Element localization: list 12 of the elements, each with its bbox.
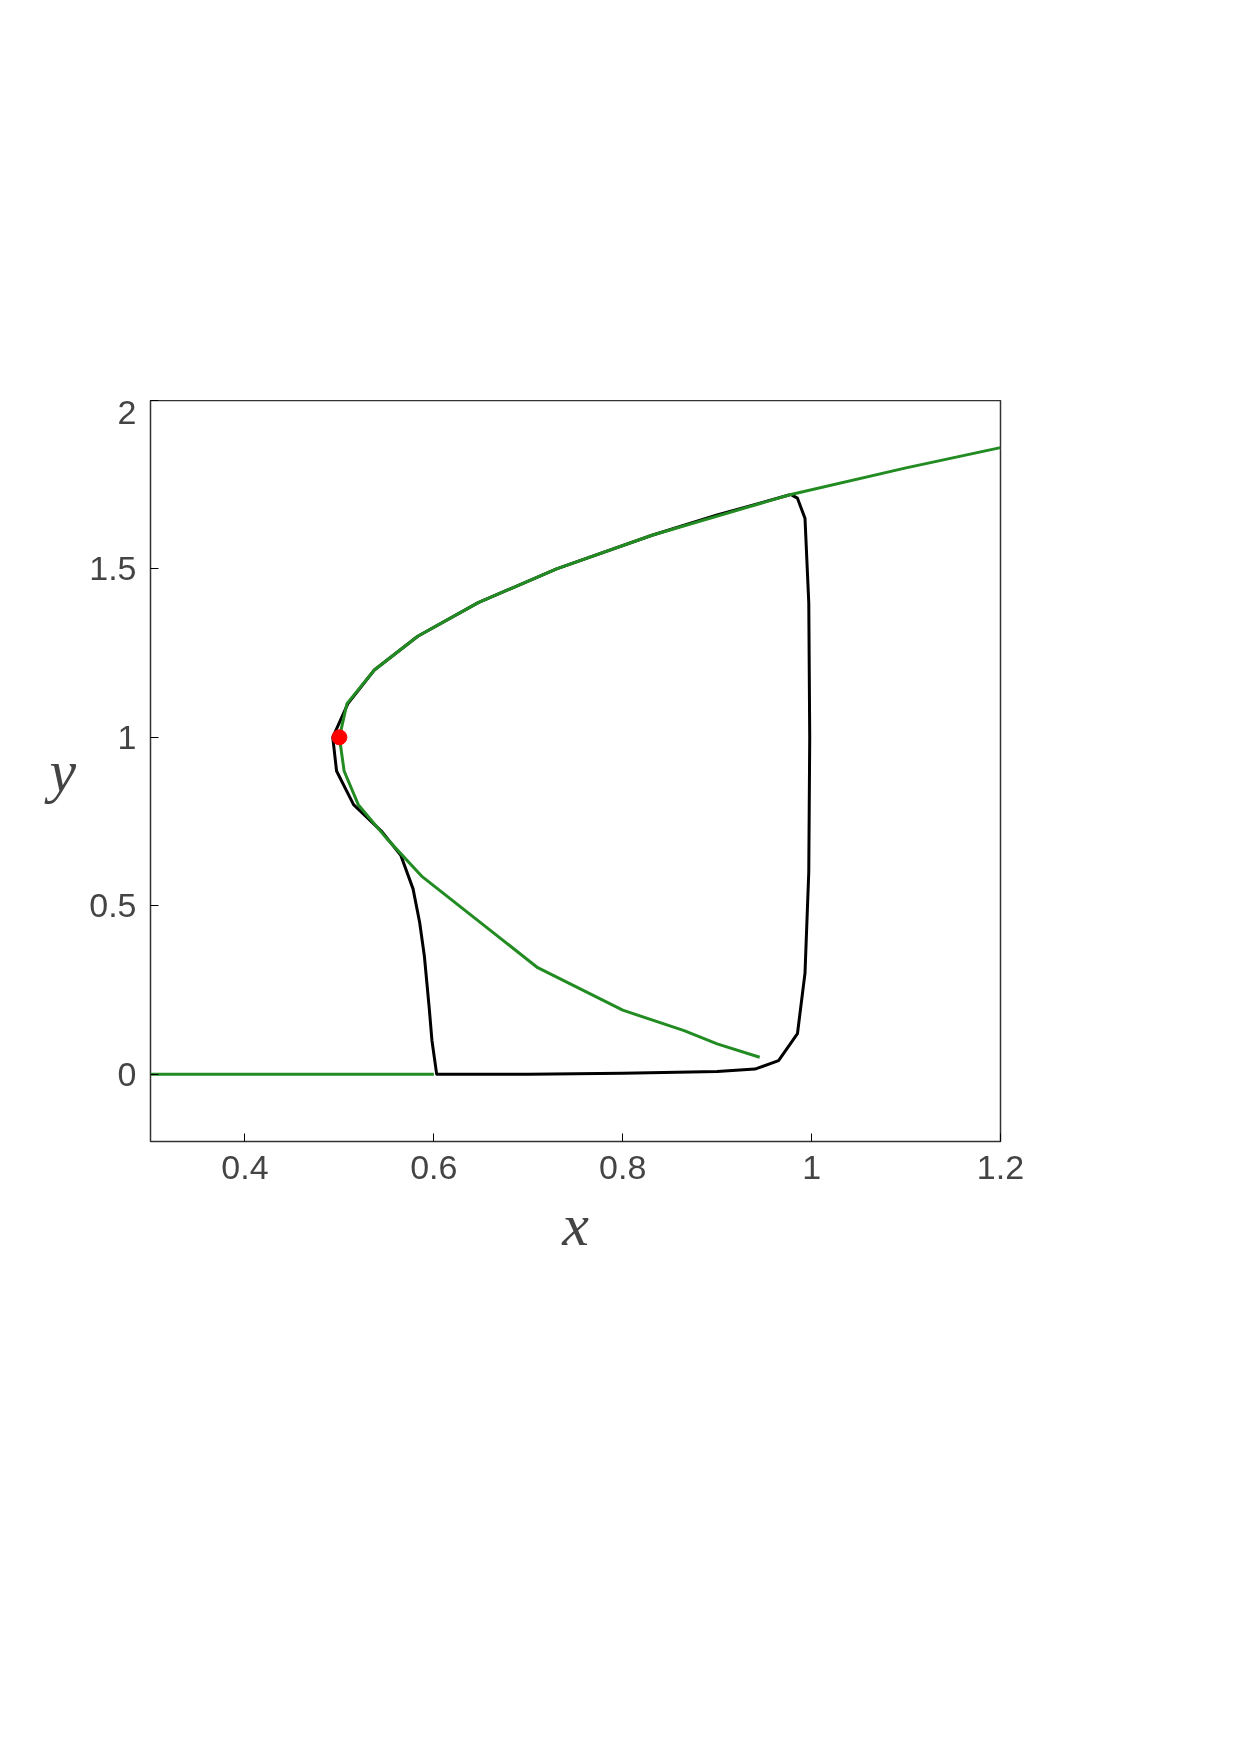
x-tick-label: 0.4 (221, 1147, 269, 1186)
x-tick-label: 0.8 (599, 1147, 647, 1186)
y-tick-label: 1.5 (89, 549, 137, 588)
y-tick-label: 1 (117, 717, 137, 756)
x-axis-title: x (561, 1191, 590, 1258)
x-tick-label: 1 (802, 1147, 822, 1186)
y-axis-title: y (43, 738, 77, 804)
y-tick-label: 0 (117, 1054, 137, 1093)
x-tick-label: 0.6 (410, 1147, 458, 1186)
y-tick-label: 2 (117, 392, 137, 431)
x-tick-label: 1.2 (976, 1147, 1025, 1186)
y-tick-label: 0.5 (89, 886, 137, 925)
